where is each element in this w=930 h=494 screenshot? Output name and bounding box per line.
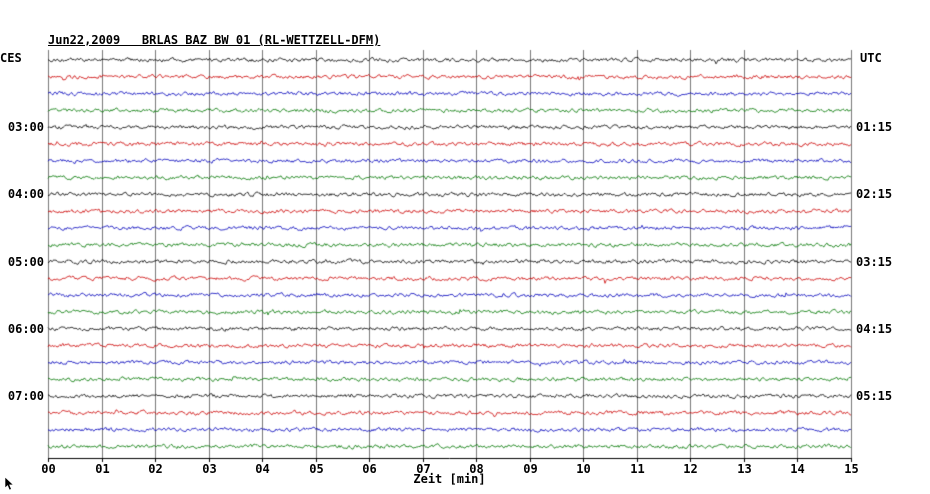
right-timezone-label: UTC	[860, 51, 882, 65]
left-timezone-label: CES	[0, 51, 22, 65]
page-title: Jun22,2009 BRLAS BAZ BW 01 (RL-WETTZELL-…	[48, 33, 381, 47]
mouse-cursor-icon	[4, 477, 15, 491]
x-axis-title: Zeit [min]	[413, 472, 486, 486]
